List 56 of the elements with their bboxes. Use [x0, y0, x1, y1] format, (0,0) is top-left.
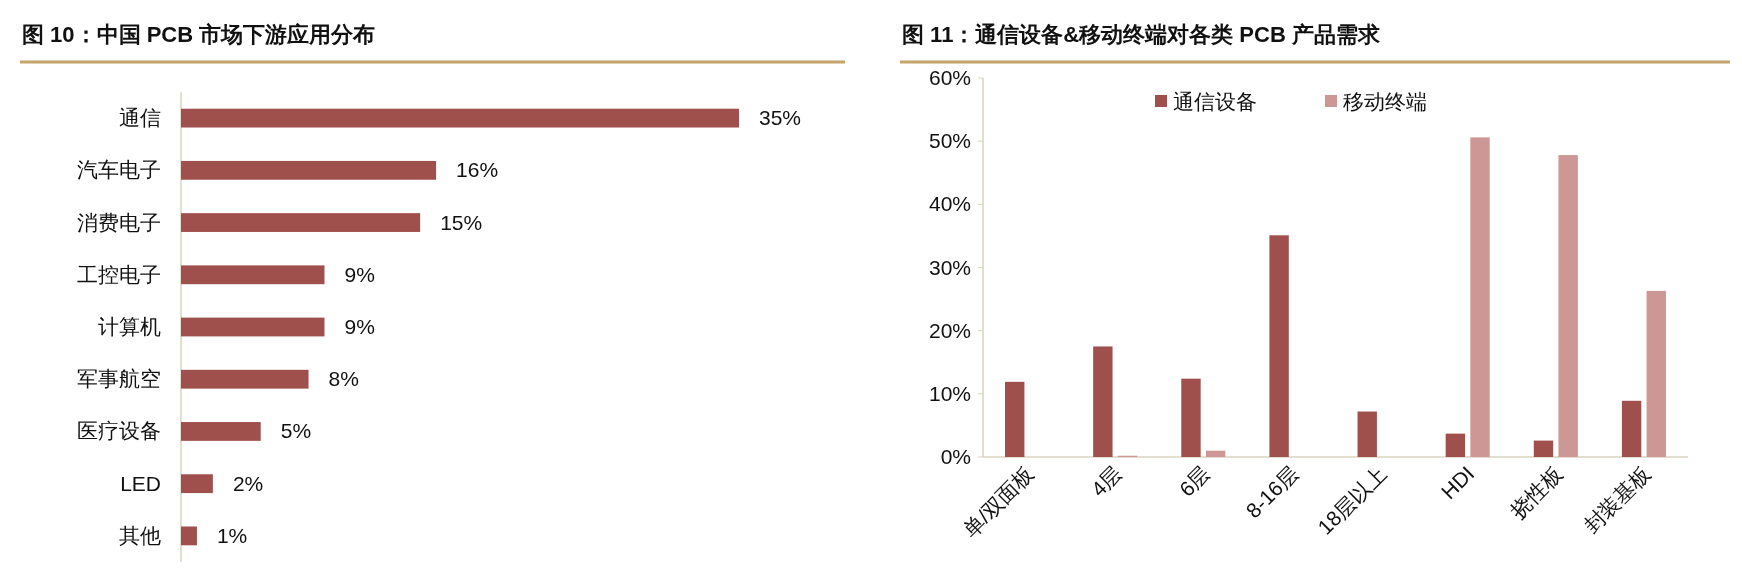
y-tick-label: 消费电子	[77, 210, 161, 234]
bar	[1621, 400, 1642, 457]
bar	[181, 317, 325, 337]
bar	[181, 213, 421, 232]
y-tick-label: 60%	[928, 66, 971, 89]
data-label: 5%	[280, 419, 312, 443]
bar	[1533, 440, 1554, 457]
bar	[181, 265, 325, 285]
y-tick-label: 工控电子	[77, 262, 161, 286]
bar	[1205, 450, 1226, 457]
bar	[1093, 346, 1113, 457]
data-label: 16%	[456, 158, 499, 182]
data-label: 15%	[440, 210, 483, 234]
y-tick-label: 军事航空	[77, 367, 161, 391]
y-tick-label: 医疗设备	[77, 419, 161, 443]
y-tick-label: 计算机	[98, 315, 161, 338]
bar	[181, 369, 309, 389]
y-tick-label: 50%	[928, 129, 971, 153]
bar	[181, 422, 261, 441]
chart-title: 图 10：中国 PCB 市场下游应用分布	[22, 22, 376, 47]
bar	[181, 474, 213, 494]
chart-title: 图 11：通信设备&移动终端对各类 PCB 产品需求	[902, 22, 1381, 47]
bar	[1646, 290, 1666, 457]
bar	[1445, 433, 1466, 457]
legend-label: 移动终端	[1343, 90, 1427, 113]
y-tick-label: 其他	[119, 523, 161, 547]
x-tick-label: 18层以上	[1313, 461, 1391, 539]
y-tick-label: 0%	[940, 445, 971, 468]
bar	[1357, 411, 1377, 457]
y-tick-label: 汽车电子	[77, 158, 161, 182]
bar	[1181, 378, 1201, 457]
y-tick-label: 通信	[119, 106, 161, 130]
y-tick-label: LED	[120, 471, 161, 495]
legend-label: 通信设备	[1173, 90, 1257, 113]
y-tick-label: 10%	[928, 381, 971, 405]
data-label: 9%	[344, 262, 375, 286]
x-tick-label: 挠性板	[1505, 461, 1567, 523]
bar	[181, 526, 197, 546]
data-label: 35%	[759, 106, 802, 130]
bar	[1005, 381, 1025, 457]
bar	[1558, 155, 1578, 457]
x-tick-label: 4层	[1086, 461, 1127, 501]
bar	[181, 160, 437, 180]
bar	[1470, 137, 1490, 457]
y-tick-label: 20%	[928, 318, 971, 342]
x-tick-label: HDI	[1436, 461, 1479, 504]
data-label: 8%	[328, 367, 359, 391]
bar	[1269, 235, 1289, 457]
x-tick-label: 6层	[1174, 461, 1215, 501]
data-label: 1%	[216, 523, 248, 547]
bar	[181, 108, 739, 128]
x-tick-label: 封装基板	[1579, 461, 1655, 538]
y-tick-label: 30%	[928, 255, 971, 279]
data-label: 2%	[232, 471, 264, 495]
data-label: 9%	[344, 315, 375, 338]
y-tick-label: 40%	[928, 192, 971, 216]
